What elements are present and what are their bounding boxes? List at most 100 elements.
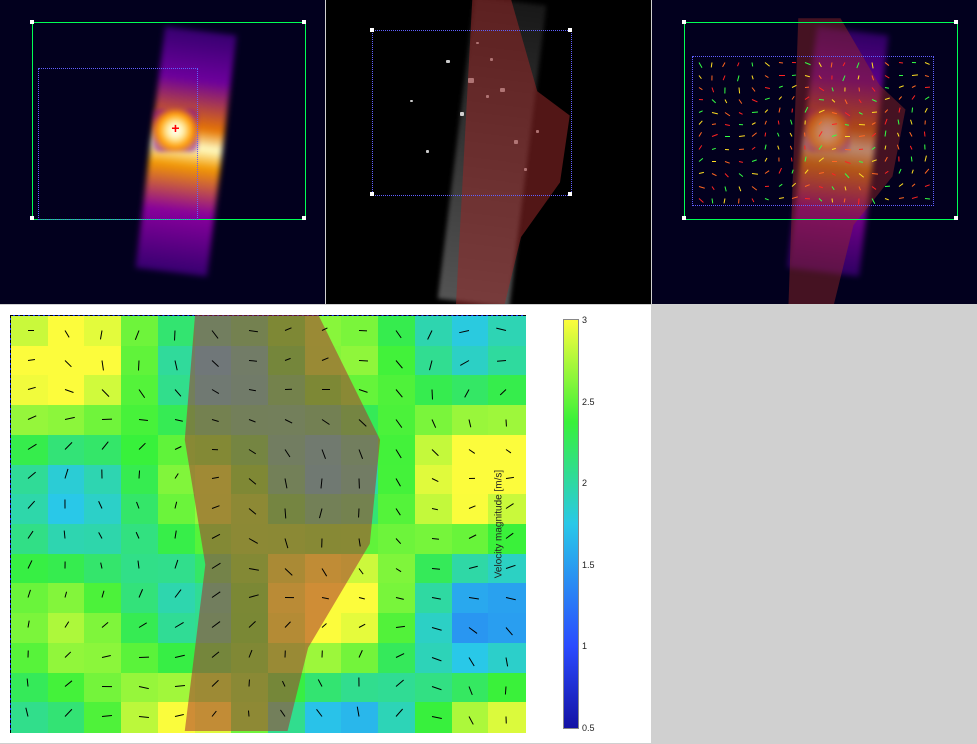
quiver-arrow	[175, 559, 179, 568]
quiver-arrow	[468, 716, 473, 724]
quiver-arrow	[285, 650, 286, 657]
quiver-arrow	[175, 360, 178, 370]
quiver-arrow	[322, 357, 329, 361]
quiver-arrow	[395, 330, 401, 338]
quiver-arrow	[395, 419, 402, 428]
quiver-arrow	[395, 680, 403, 687]
quiver-arrow	[469, 534, 477, 539]
quiver-arrow	[468, 657, 474, 666]
colorbar-tick: 3	[582, 315, 587, 325]
quiver-arrow	[506, 597, 516, 600]
quiver-arrow	[468, 419, 471, 427]
figure-grid: + 0.511.522.53 Velocity magnitude [m/s]	[0, 0, 977, 744]
quiver-arrow	[285, 327, 292, 331]
quiver-arrow	[359, 360, 368, 361]
quiver-arrow	[65, 442, 73, 450]
quiver-arrow	[212, 330, 219, 338]
quiver-arrow	[395, 449, 401, 458]
quiver-arrow	[175, 685, 185, 687]
quiver-arrow	[505, 532, 513, 538]
quiver-arrow	[469, 565, 478, 568]
panel-thermal: +	[0, 0, 325, 304]
quiver-arrow	[321, 479, 323, 489]
quiver-arrow	[175, 714, 184, 717]
quiver-arrow	[175, 419, 183, 422]
quiver-arrow	[395, 389, 402, 397]
roi-corner-handle	[682, 20, 686, 24]
quiver-arrow	[135, 532, 139, 538]
quiver-arrow	[248, 419, 255, 422]
quiver-arrow	[358, 649, 362, 657]
quiver-arrow	[65, 499, 66, 508]
colorbar: 0.511.522.53	[563, 319, 579, 729]
quiver-arrow	[285, 419, 293, 424]
quiver-arrow	[358, 479, 359, 489]
quiver-arrow	[248, 508, 256, 515]
quiver-arrow	[138, 622, 147, 628]
quiver-arrow	[65, 360, 72, 367]
quiver-arrow	[212, 449, 218, 450]
quiver-arrow	[432, 538, 439, 540]
panel-particle	[326, 0, 651, 304]
quiver-arrow	[65, 621, 70, 627]
quiver-arrow	[395, 508, 400, 515]
quiver-arrow	[212, 505, 220, 509]
quiver-arrow	[468, 687, 472, 696]
roi-corner-handle	[568, 192, 572, 196]
roi-corner-handle	[954, 216, 958, 220]
quiver-arrow	[248, 479, 255, 485]
quiver-arrow	[28, 501, 35, 509]
quiver-arrow	[285, 509, 287, 519]
quiver-arrow	[212, 710, 217, 716]
quiver-arrow	[212, 621, 221, 628]
quiver-arrow	[505, 717, 506, 724]
quiver-arrow	[432, 449, 439, 456]
quiver-arrow	[138, 656, 148, 657]
quiver-arrow	[138, 389, 144, 398]
quiver-arrow	[28, 415, 37, 420]
quiver-arrow	[432, 568, 440, 570]
quiver-arrow	[459, 330, 469, 333]
quiver-arrow	[285, 479, 288, 489]
quiver-arrow	[358, 449, 363, 459]
roi-inner	[38, 68, 198, 220]
quiver-arrow	[65, 709, 72, 717]
quiver-arrow	[138, 686, 148, 689]
crosshair-marker: +	[171, 120, 179, 136]
quiver-arrow	[28, 530, 34, 538]
quiver-arrow	[285, 621, 291, 627]
quiver-arrow	[101, 389, 109, 397]
quiver-arrow	[358, 678, 359, 687]
quiver-arrow	[285, 449, 291, 457]
quiver-arrow	[65, 330, 70, 337]
quiver-arrow	[65, 651, 72, 657]
quiver-arrow	[65, 469, 69, 479]
quiver-arrow	[175, 590, 182, 598]
quiver-arrow	[285, 597, 294, 598]
colorbar-tick: 2.5	[582, 397, 595, 407]
quiver-arrow	[101, 360, 103, 370]
quiver-arrow	[100, 562, 102, 568]
quiver-arrow	[497, 360, 506, 362]
panel-velocity-map: 0.511.522.53 Velocity magnitude [m/s]	[0, 305, 651, 743]
quiver-arrow	[137, 360, 139, 370]
quiver-arrow	[282, 681, 286, 687]
colorbar-tick: 0.5	[582, 723, 595, 733]
quiver-arrow	[138, 590, 142, 598]
roi-corner-handle	[302, 20, 306, 24]
quiver-arrow	[359, 389, 368, 393]
quiver-arrow	[212, 592, 221, 599]
quiver-arrow	[248, 449, 255, 454]
roi-corner-handle	[568, 28, 572, 32]
quiver-arrow	[427, 330, 432, 339]
quiver-arrow	[358, 568, 363, 574]
quiver-arrow	[281, 710, 286, 717]
quiver-arrow	[319, 509, 322, 519]
quiver-arrow	[248, 538, 257, 544]
quiver-arrow	[28, 359, 35, 361]
quiver-arrow	[506, 477, 514, 479]
roi-corner-handle	[682, 216, 686, 220]
quiver-arrow	[102, 655, 111, 658]
quiver-arrow	[175, 474, 179, 480]
quiver-arrow	[249, 595, 259, 599]
